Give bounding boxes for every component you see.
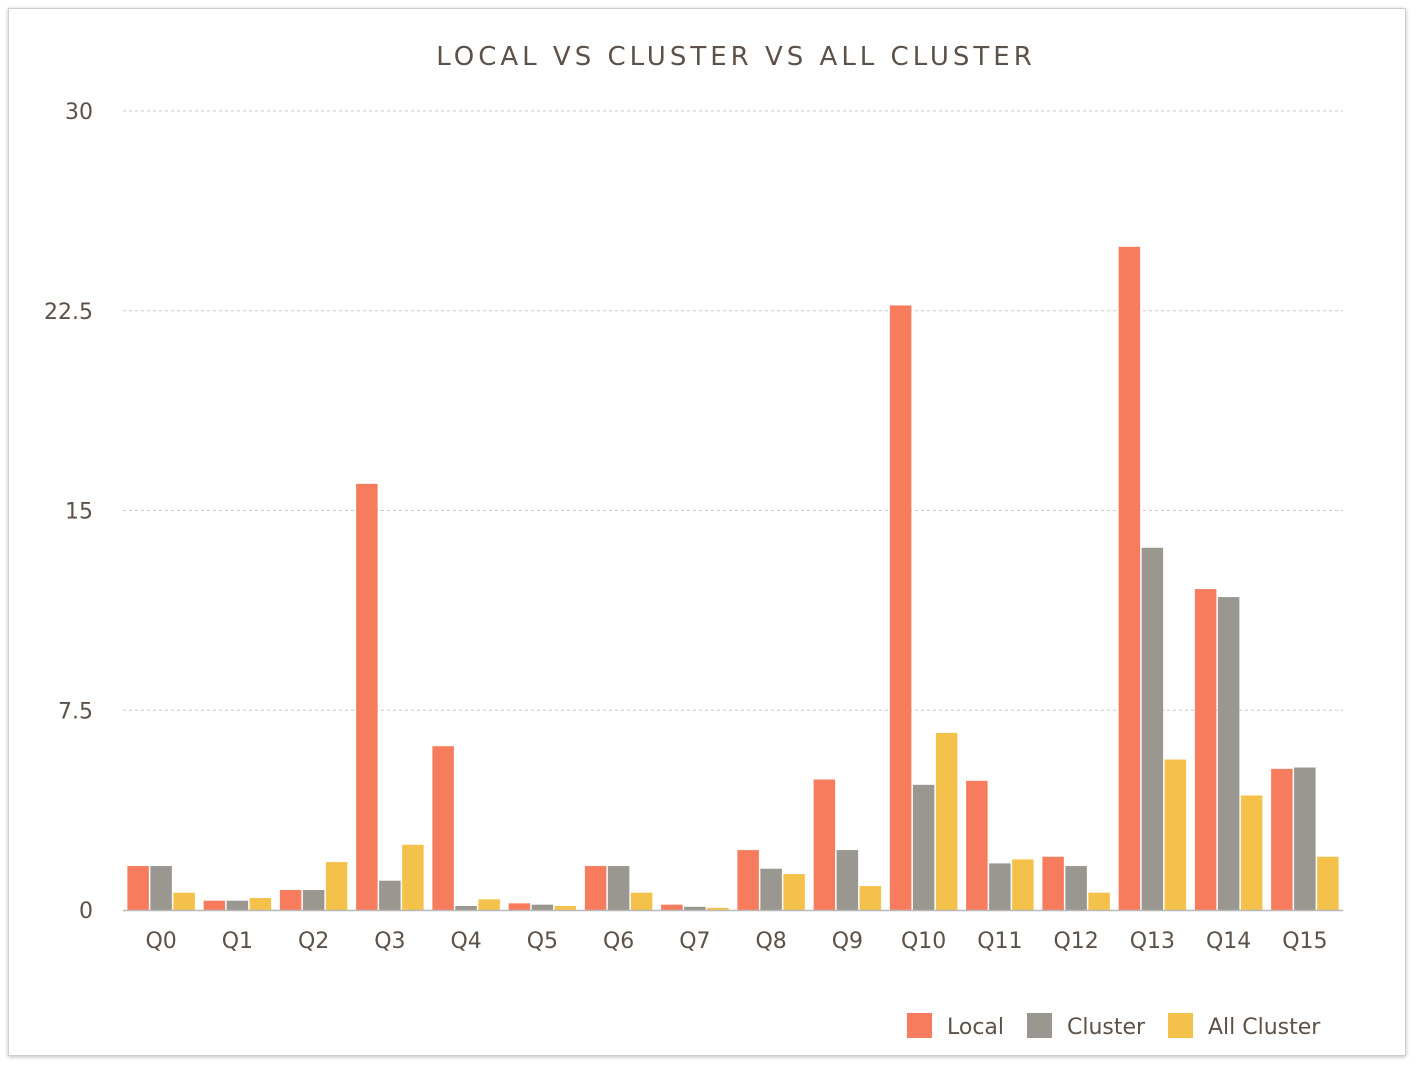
x-tick-label: Q15 <box>1282 929 1327 954</box>
bar-all-cluster-q15 <box>1317 856 1339 910</box>
x-tick-label: Q8 <box>755 929 786 954</box>
x-tick-label: Q5 <box>527 929 558 954</box>
x-tick-label: Q6 <box>603 929 634 954</box>
bar-local-q4 <box>432 746 454 910</box>
x-tick-label: Q9 <box>832 929 863 954</box>
bar-cluster-q1 <box>226 900 249 910</box>
bar-cluster-q6 <box>607 866 630 910</box>
bar-cluster-q2 <box>302 890 325 910</box>
bar-local-q1 <box>203 900 226 910</box>
x-tick-label: Q4 <box>450 929 481 954</box>
x-tick-label: Q0 <box>145 929 176 954</box>
x-axis-ticks: Q0 Q1 Q2 Q3 Q4 Q5 Q6 Q7 Q8 Q9 Q10 Q11 Q12 Q13 Q14 Q15 <box>145 929 1327 954</box>
bar-all-cluster-q4 <box>478 899 500 910</box>
bar-cluster-q9 <box>836 850 859 910</box>
bar-all-cluster-q7 <box>707 907 729 910</box>
y-tick-label: 30 <box>65 100 93 125</box>
bar-all-cluster-q12 <box>1088 892 1110 910</box>
bar-all-cluster-q10 <box>935 732 958 910</box>
bar-cluster-q15 <box>1294 767 1316 910</box>
legend-swatch-cluster <box>1027 1013 1052 1038</box>
x-tick-label: Q2 <box>298 929 329 954</box>
bar-all-cluster-q2 <box>325 862 348 910</box>
bar-local-q13 <box>1118 246 1141 910</box>
bar-all-cluster-q3 <box>402 844 424 910</box>
bar-local-q14 <box>1194 589 1217 910</box>
bar-local-q9 <box>813 779 836 910</box>
y-tick-label: 0 <box>79 899 93 924</box>
bar-cluster-q13 <box>1141 547 1164 910</box>
bars <box>127 246 1339 910</box>
bar-all-cluster-q5 <box>554 906 577 910</box>
legend-swatch-local <box>907 1013 932 1038</box>
bar-local-q5 <box>508 903 531 910</box>
chart-frame: LOCAL VS CLUSTER VS ALL CLUSTER 0 7.5 15 22… <box>8 8 1406 1056</box>
bar-local-q11 <box>966 780 988 910</box>
bar-all-cluster-q8 <box>783 874 805 910</box>
bar-local-q0 <box>127 866 149 910</box>
bar-local-q2 <box>279 890 302 910</box>
bar-all-cluster-q11 <box>1012 859 1034 910</box>
legend-label-cluster: Cluster <box>1067 1015 1146 1040</box>
bar-cluster-q0 <box>150 866 172 910</box>
bar-all-cluster-q6 <box>630 892 653 910</box>
x-tick-label: Q11 <box>977 929 1022 954</box>
bar-all-cluster-q1 <box>249 898 272 910</box>
bar-cluster-q14 <box>1217 597 1240 910</box>
legend-swatch-all-cluster <box>1168 1013 1193 1038</box>
x-tick-label: Q7 <box>679 929 710 954</box>
bar-cluster-q10 <box>912 784 935 910</box>
bar-cluster-q7 <box>684 906 706 910</box>
x-tick-label: Q1 <box>222 929 253 954</box>
legend: Local Cluster All Cluster <box>907 1013 1321 1040</box>
bar-all-cluster-q0 <box>173 892 195 910</box>
bar-cluster-q12 <box>1065 866 1087 910</box>
bar-local-q8 <box>737 850 759 910</box>
x-tick-label: Q13 <box>1130 929 1175 954</box>
bar-all-cluster-q13 <box>1164 759 1187 910</box>
x-tick-label: Q12 <box>1053 929 1098 954</box>
y-tick-label: 22.5 <box>44 300 93 325</box>
bar-all-cluster-q14 <box>1240 795 1263 910</box>
bar-local-q12 <box>1042 856 1064 910</box>
bar-cluster-q3 <box>379 880 401 910</box>
x-tick-label: Q3 <box>374 929 405 954</box>
chart-svg: LOCAL VS CLUSTER VS ALL CLUSTER 0 7.5 15 22… <box>44 42 1343 1040</box>
x-tick-label: Q14 <box>1206 929 1251 954</box>
bar-cluster-q8 <box>760 868 782 910</box>
bar-local-q7 <box>661 904 683 910</box>
y-tick-label: 15 <box>65 500 93 525</box>
y-axis-ticks: 0 7.5 15 22.5 30 <box>44 100 93 924</box>
bar-local-q10 <box>889 305 912 910</box>
x-tick-label: Q10 <box>901 929 946 954</box>
bar-all-cluster-q9 <box>859 886 882 910</box>
bar-local-q6 <box>584 866 607 910</box>
y-tick-label: 7.5 <box>58 699 93 724</box>
bar-cluster-q5 <box>531 904 554 910</box>
bar-local-q3 <box>356 483 378 910</box>
chart-title: LOCAL VS CLUSTER VS ALL CLUSTER <box>436 42 1036 72</box>
bar-local-q15 <box>1271 768 1293 910</box>
bar-cluster-q11 <box>989 863 1011 910</box>
bar-cluster-q4 <box>455 906 477 910</box>
legend-label-local: Local <box>947 1015 1004 1040</box>
legend-label-all-cluster: All Cluster <box>1208 1015 1321 1040</box>
